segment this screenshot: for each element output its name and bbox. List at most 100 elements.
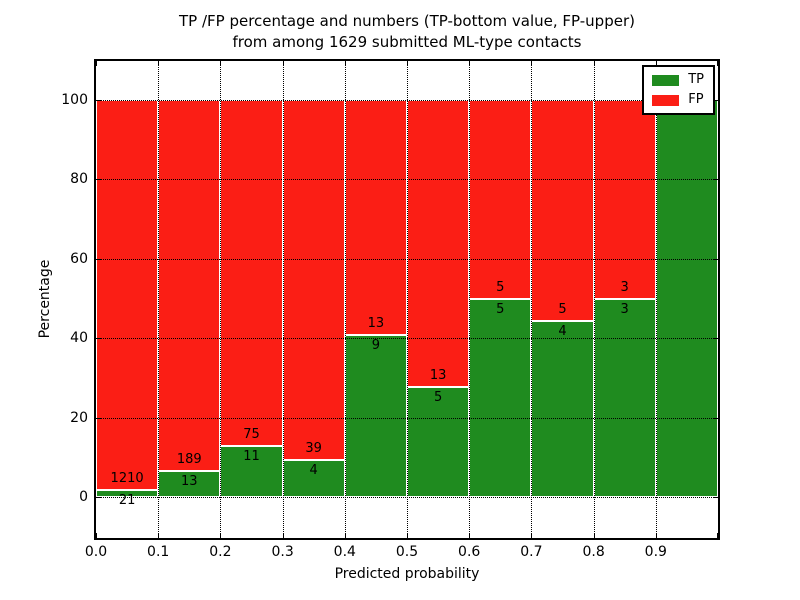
- y-axis-label: Percentage: [37, 259, 53, 339]
- x-tick-mark: [655, 61, 657, 66]
- tp-count-label: 11: [243, 449, 260, 465]
- y-tick-mark: [96, 417, 101, 419]
- x-tick-mark: [344, 61, 346, 66]
- chart-title: TP /FP percentage and numbers (TP-bottom…: [94, 11, 720, 53]
- x-axis-label: Predicted probability: [334, 566, 480, 582]
- tp-count-label: 4: [309, 463, 318, 479]
- tp-count-label: 4: [558, 323, 567, 339]
- x-tick-mark: [282, 533, 284, 538]
- x-tick-mark: [220, 61, 222, 66]
- bar-segment-fp: [344, 100, 407, 335]
- bar-segment-fp: [158, 100, 221, 472]
- chart-title-line2: from among 1629 submitted ML-type contac…: [232, 33, 582, 51]
- v-gridline: [407, 61, 408, 538]
- v-gridline: [531, 61, 533, 538]
- bar-segment-tp: [531, 320, 594, 497]
- y-tick-label: 0: [79, 489, 88, 505]
- tp-count-label: 13: [181, 474, 198, 490]
- legend-label-tp: TP: [688, 72, 704, 87]
- x-tick-label: 0.8: [582, 544, 605, 560]
- bar-segment-fp: [282, 100, 345, 461]
- x-tick-mark: [717, 61, 718, 66]
- v-gridline: [344, 61, 346, 538]
- y-tick-mark: [713, 258, 718, 260]
- x-tick-mark: [531, 533, 533, 538]
- tp-count-label: 9: [371, 337, 381, 353]
- x-tick-mark: [717, 533, 718, 538]
- x-tick-mark: [531, 61, 533, 66]
- ticks-layer: [96, 61, 718, 538]
- y-tick-mark: [713, 338, 718, 340]
- legend-swatch-fp: [652, 94, 680, 106]
- bar-segment-fp: [96, 100, 159, 491]
- fp-count-label: 75: [243, 427, 260, 443]
- x-tick-mark: [96, 533, 97, 538]
- y-tick-label: 20: [70, 409, 88, 426]
- legend-row-tp: TP: [652, 73, 704, 87]
- y-tick-mark: [713, 497, 718, 498]
- fp-count-label: 13: [367, 315, 385, 331]
- y-tick-mark: [713, 179, 718, 181]
- tp-count-label: 21: [118, 493, 136, 509]
- fp-count-label: 39: [305, 441, 322, 457]
- legend-row-fp: FP: [652, 93, 704, 107]
- x-tick-label: 0.0: [84, 544, 108, 560]
- x-tick-mark: [158, 533, 160, 538]
- y-tick-mark: [96, 100, 101, 101]
- annotations-layer: 1210211891375113941391355554332: [96, 61, 718, 538]
- y-tick-mark: [713, 417, 718, 419]
- bar-segment-tp: [655, 100, 718, 497]
- grid-layer: [96, 61, 718, 538]
- x-tick-label: 0.9: [644, 544, 667, 560]
- x-tick-mark: [593, 61, 595, 66]
- x-tick-mark: [96, 61, 97, 66]
- fp-count-label: 13: [429, 367, 447, 383]
- x-tick-label: 0.7: [520, 544, 543, 560]
- bar-segment-tp: [344, 334, 407, 497]
- bar-segment-tp: [593, 298, 656, 497]
- v-gridline: [282, 61, 284, 538]
- fp-count-label: 1210: [110, 471, 144, 487]
- bar-segment-fp: [469, 100, 532, 299]
- x-tick-label: 0.2: [209, 544, 232, 560]
- x-tick-mark: [469, 61, 471, 66]
- v-gridline: [655, 61, 657, 538]
- tp-count-label: 5: [433, 389, 443, 405]
- x-tick-mark: [220, 533, 222, 538]
- y-tick-mark: [96, 497, 101, 498]
- x-tick-label: 0.1: [147, 544, 170, 560]
- legend-swatch-tp: [652, 74, 680, 86]
- bar-segment-tp: [96, 490, 159, 497]
- x-tick-mark: [593, 533, 595, 538]
- x-tick-label: 0.3: [271, 544, 294, 560]
- fp-count-label: 5: [496, 279, 505, 295]
- fp-count-label: 3: [620, 279, 629, 295]
- v-gridline: [158, 61, 160, 538]
- x-tick-label: 0.5: [395, 544, 419, 560]
- x-tick-label: 0.6: [458, 544, 481, 560]
- x-tick-mark: [407, 61, 408, 66]
- y-tick-mark: [713, 100, 718, 101]
- chart-title-line1: TP /FP percentage and numbers (TP-bottom…: [179, 12, 635, 30]
- x-tick-mark: [469, 533, 471, 538]
- tp-count-label: 3: [620, 301, 629, 317]
- v-gridline: [469, 61, 471, 538]
- x-tick-mark: [407, 533, 408, 538]
- y-tick-mark: [96, 338, 101, 340]
- legend: TP FP: [642, 65, 715, 115]
- bar-segment-fp: [531, 100, 594, 321]
- y-tick-mark: [96, 258, 101, 260]
- x-tick-mark: [344, 533, 346, 538]
- y-tick-mark: [96, 179, 101, 181]
- y-tick-label: 80: [70, 171, 88, 188]
- v-gridline: [593, 61, 595, 538]
- x-tick-mark: [655, 533, 657, 538]
- y-tick-label: 60: [70, 250, 88, 267]
- y-tick-label: 40: [70, 330, 88, 347]
- bar-segment-tp: [220, 446, 283, 497]
- bar-segment-tp: [282, 460, 345, 497]
- fp-count-label: 189: [176, 452, 202, 468]
- legend-label-fp: FP: [688, 92, 704, 107]
- v-gridline: [220, 61, 222, 538]
